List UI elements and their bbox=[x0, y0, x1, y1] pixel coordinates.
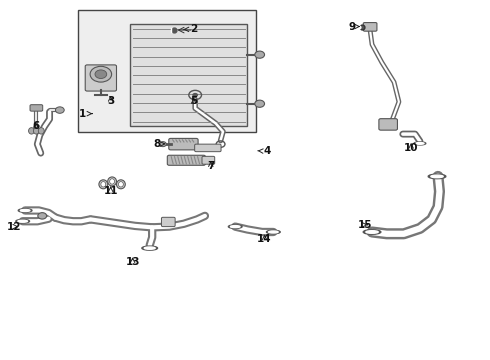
FancyBboxPatch shape bbox=[379, 119, 397, 130]
FancyBboxPatch shape bbox=[363, 23, 377, 31]
Circle shape bbox=[255, 51, 265, 58]
Text: 10: 10 bbox=[404, 143, 418, 153]
Ellipse shape bbox=[363, 230, 381, 234]
Ellipse shape bbox=[230, 226, 240, 228]
Text: 2: 2 bbox=[184, 24, 197, 35]
Ellipse shape bbox=[144, 247, 155, 249]
Ellipse shape bbox=[431, 175, 443, 178]
Ellipse shape bbox=[267, 230, 280, 234]
Ellipse shape bbox=[366, 231, 378, 233]
Bar bbox=[130, 24, 247, 126]
Text: 6: 6 bbox=[32, 121, 40, 131]
Ellipse shape bbox=[99, 180, 108, 189]
Circle shape bbox=[255, 100, 265, 107]
Circle shape bbox=[55, 107, 64, 113]
FancyBboxPatch shape bbox=[167, 155, 205, 165]
Text: 9: 9 bbox=[349, 22, 359, 32]
FancyBboxPatch shape bbox=[30, 105, 43, 111]
Text: 15: 15 bbox=[358, 220, 372, 230]
Ellipse shape bbox=[117, 180, 125, 189]
Ellipse shape bbox=[119, 181, 123, 187]
Text: 1: 1 bbox=[79, 109, 92, 119]
Ellipse shape bbox=[18, 209, 32, 212]
FancyBboxPatch shape bbox=[195, 144, 221, 152]
Ellipse shape bbox=[33, 128, 39, 134]
Circle shape bbox=[95, 70, 107, 78]
Ellipse shape bbox=[228, 225, 242, 228]
Ellipse shape bbox=[38, 128, 44, 134]
Text: 12: 12 bbox=[7, 222, 22, 231]
Ellipse shape bbox=[28, 128, 34, 134]
Ellipse shape bbox=[16, 220, 29, 223]
Circle shape bbox=[192, 93, 198, 97]
Text: 11: 11 bbox=[103, 186, 118, 196]
Text: 8: 8 bbox=[153, 139, 165, 149]
Ellipse shape bbox=[142, 246, 158, 250]
Text: 3: 3 bbox=[107, 96, 114, 106]
Text: 7: 7 bbox=[207, 161, 215, 171]
Text: 4: 4 bbox=[258, 146, 270, 156]
Ellipse shape bbox=[428, 174, 446, 179]
Ellipse shape bbox=[269, 231, 278, 233]
Text: 13: 13 bbox=[125, 257, 140, 267]
Ellipse shape bbox=[414, 142, 426, 145]
Ellipse shape bbox=[108, 177, 117, 186]
FancyBboxPatch shape bbox=[161, 217, 175, 226]
FancyBboxPatch shape bbox=[169, 138, 198, 150]
Ellipse shape bbox=[21, 210, 30, 211]
Text: 14: 14 bbox=[257, 234, 272, 244]
Circle shape bbox=[38, 213, 47, 219]
Circle shape bbox=[159, 141, 166, 147]
Circle shape bbox=[90, 66, 112, 82]
Ellipse shape bbox=[18, 220, 27, 222]
FancyBboxPatch shape bbox=[85, 65, 117, 91]
Ellipse shape bbox=[101, 181, 106, 187]
Text: 5: 5 bbox=[190, 96, 197, 106]
FancyBboxPatch shape bbox=[202, 156, 215, 164]
Ellipse shape bbox=[110, 179, 115, 184]
Bar bbox=[78, 10, 256, 132]
Ellipse shape bbox=[416, 143, 424, 144]
